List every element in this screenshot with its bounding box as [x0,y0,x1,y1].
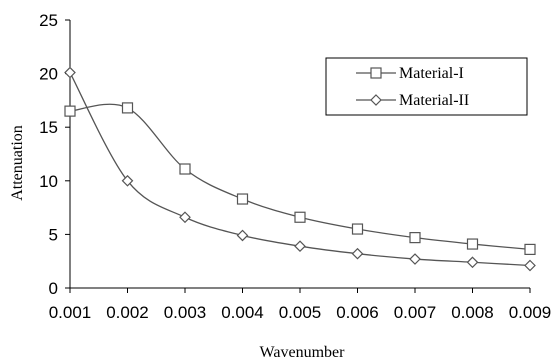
diamond-marker [294,240,306,253]
y-tick-label: 15 [39,118,58,137]
square-marker [466,238,479,250]
y-tick-label: 0 [49,279,58,298]
series-1 [64,102,536,256]
series-2 [64,66,536,272]
diamond-marker [179,211,191,224]
diamond-marker [236,229,249,242]
square-marker [179,163,191,175]
diamond-marker [466,256,479,269]
series-line [69,103,531,251]
diamond-marker [64,66,76,79]
x-tick-label: 0.002 [106,303,149,322]
legend-diamond-marker [370,94,382,106]
square-marker [64,105,76,117]
x-tick-label: 0.007 [394,303,437,322]
x-tick-label: 0.004 [221,303,264,322]
diamond-marker [351,247,364,260]
legend-item-2: Material-II [356,92,469,109]
legend-box [325,57,528,116]
legend-label: Material-I [399,65,464,82]
x-tick-label: 0.009 [509,303,552,322]
y-tick-label: 25 [39,11,58,30]
square-marker [294,211,306,223]
y-tick-label: 10 [39,172,58,191]
x-tick-label: 0.006 [336,303,379,322]
axes: 0 5 10 15 20 25 0.001 0.002 0.003 0.004 0.005 0.006… [39,11,551,322]
y-tick-label: 20 [39,65,58,84]
square-marker [409,232,421,244]
square-marker [351,223,364,235]
series-layer [64,66,536,272]
y-axis-title: Attenuation [9,125,26,201]
legend-label: Material-II [399,92,469,109]
square-marker [236,193,249,205]
legend: Material-I Material-II [325,57,528,116]
diamond-marker [409,253,421,265]
legend-item-1: Material-I [356,65,464,82]
x-tick-label: 0.005 [279,303,322,322]
square-marker [524,243,536,256]
square-marker [121,102,134,114]
x-tick-label: 0.001 [49,303,92,322]
diamond-marker [121,174,134,187]
x-axis-title: Wavenumber [260,344,346,361]
legend-square-marker [370,67,382,79]
x-tick-label: 0.003 [164,303,207,322]
diamond-marker [524,259,536,272]
y-tick-label: 5 [49,225,58,244]
x-tick-label: 0.008 [451,303,494,322]
